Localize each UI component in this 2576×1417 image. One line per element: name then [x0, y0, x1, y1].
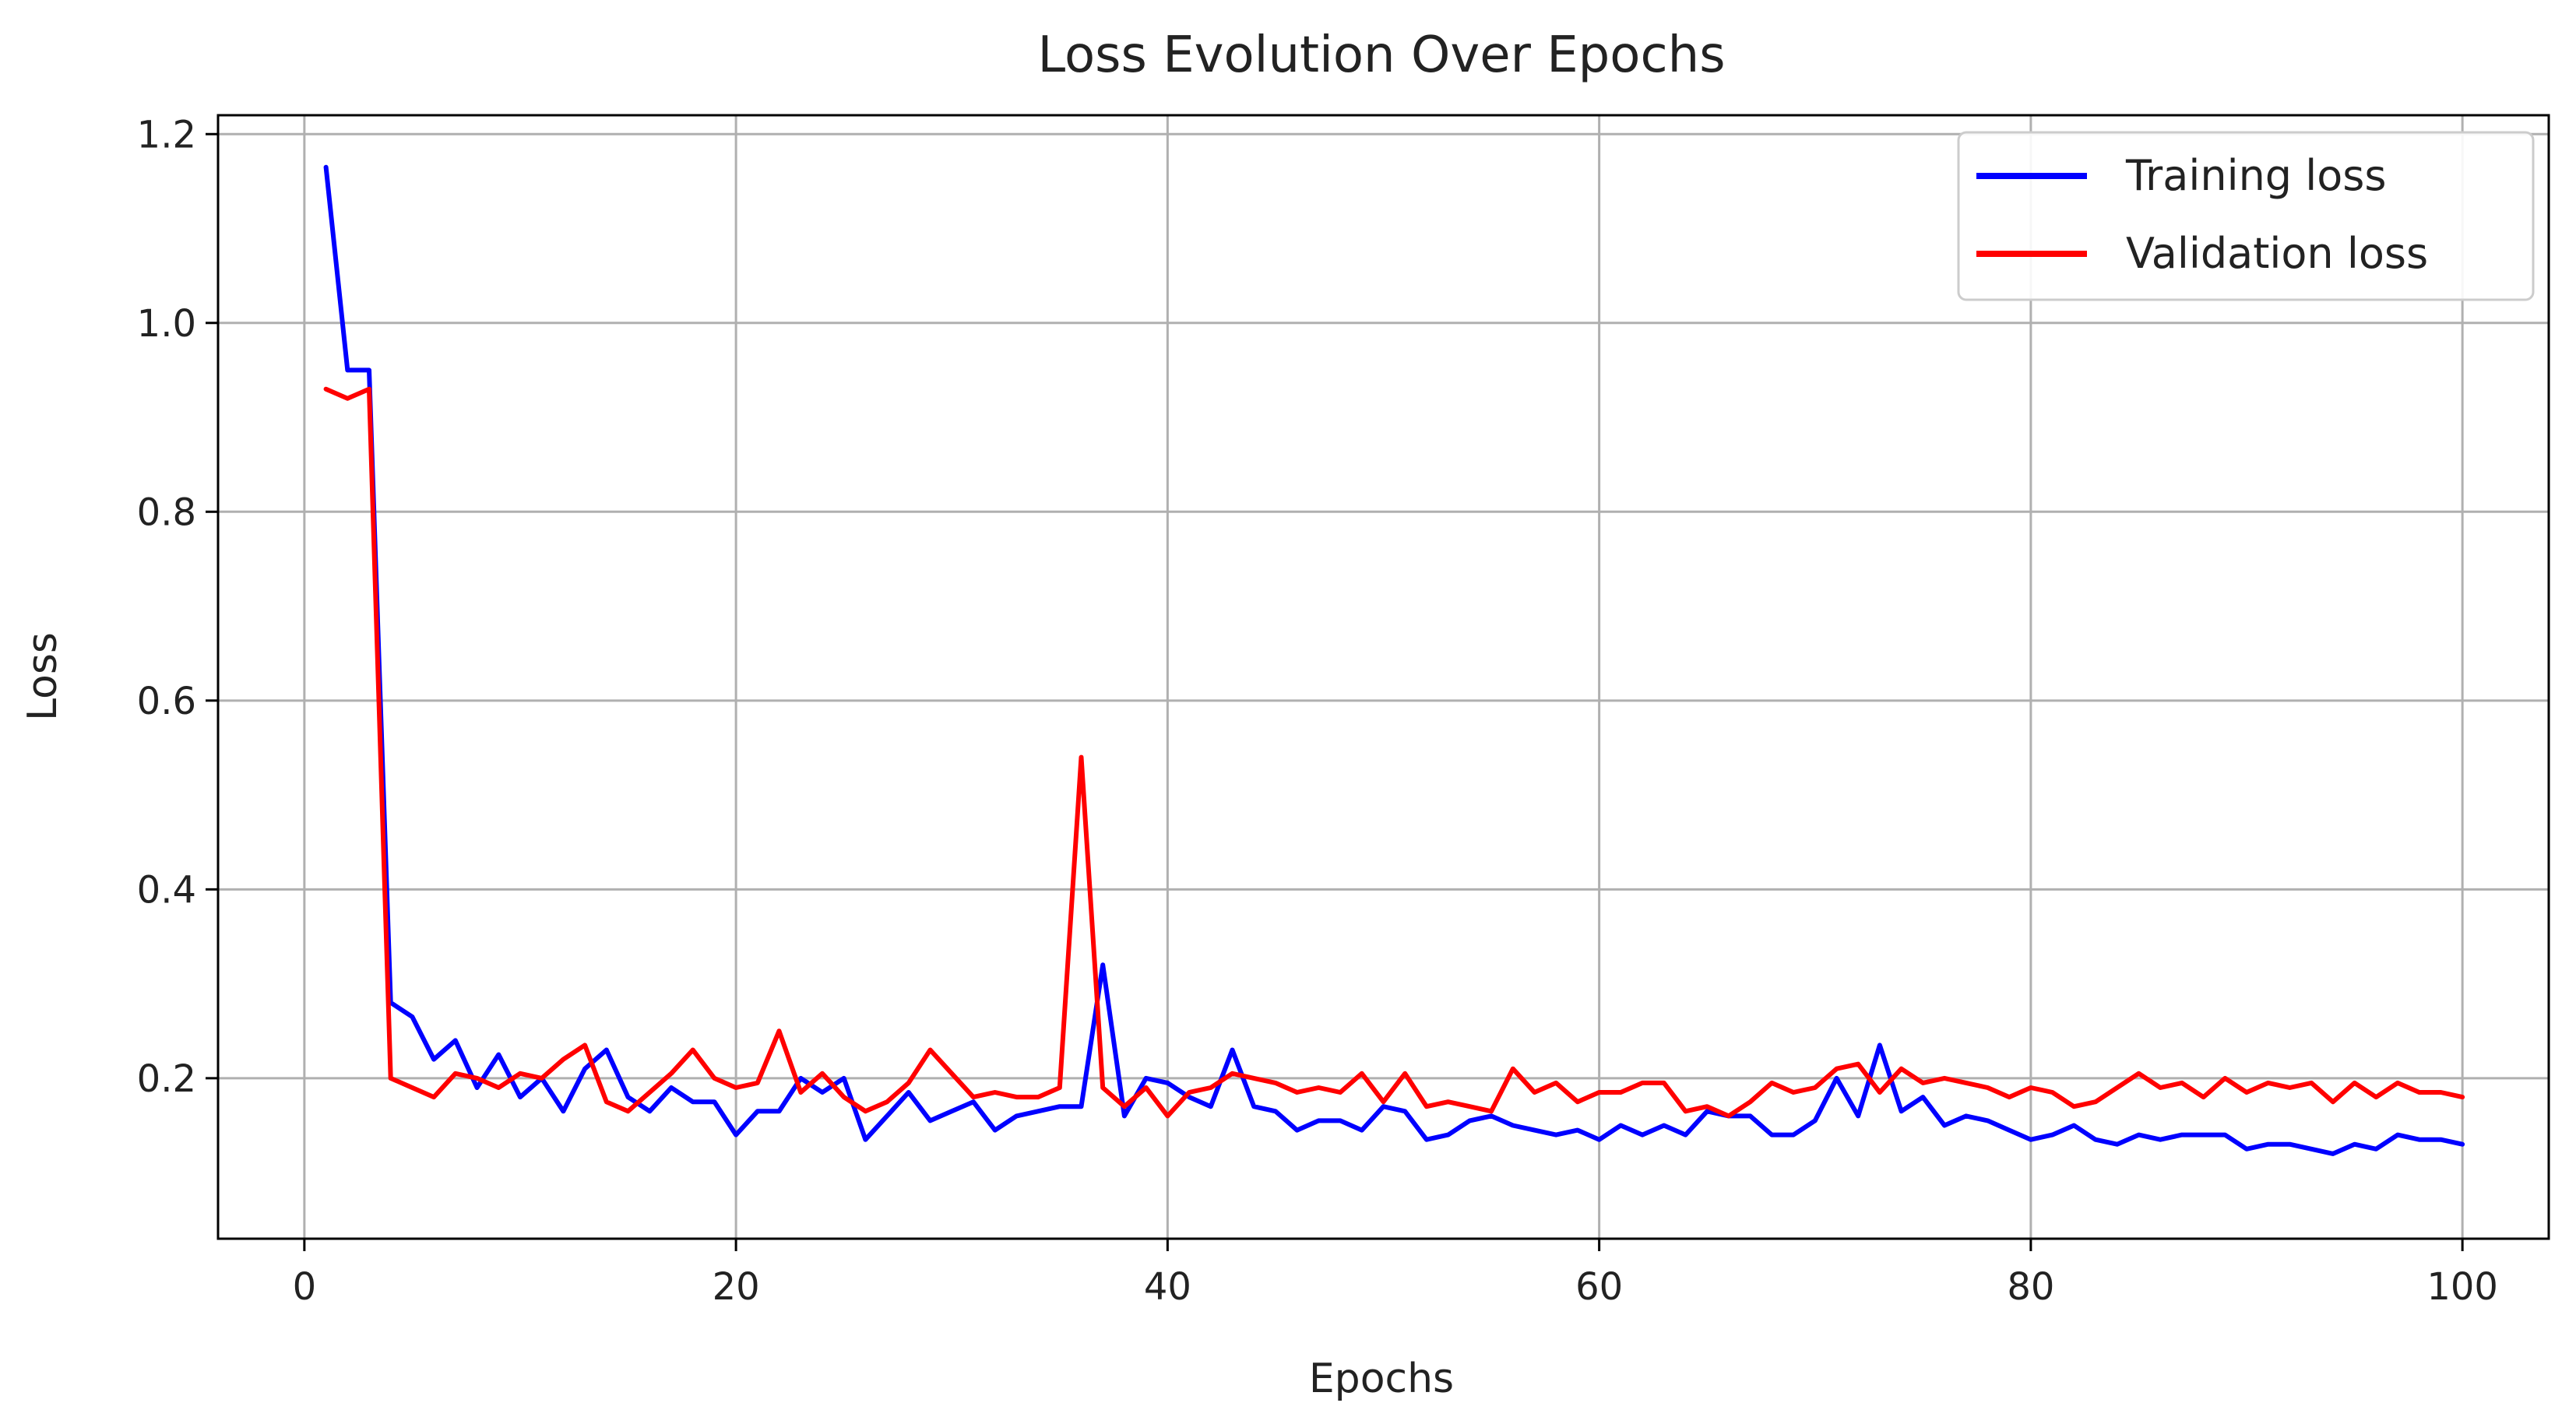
x-tick-label: 40 [1144, 1265, 1191, 1309]
legend-label-validation-loss: Validation loss [2126, 229, 2428, 278]
legend-label-training-loss: Training loss [2125, 151, 2387, 200]
y-tick-label: 1.2 [137, 113, 196, 156]
y-axis-label: Loss [19, 632, 66, 721]
chart-title: Loss Evolution Over Epochs [1037, 26, 1725, 84]
legend-box [1957, 131, 2535, 301]
y-tick-label: 0.4 [137, 868, 196, 912]
x-tick-label: 0 [293, 1265, 317, 1309]
plot-frame [216, 114, 2550, 1240]
x-tick-label: 20 [713, 1265, 760, 1309]
series-lines [323, 164, 2465, 1156]
x-axis-ticks: 0 20 40 60 80 100 [293, 1239, 2498, 1309]
x-tick-label: 100 [2426, 1265, 2498, 1309]
series-line-validation-loss [323, 386, 2465, 1119]
x-axis-label: Epochs [1309, 1355, 1454, 1402]
legend: Training loss Validation loss [1957, 131, 2535, 301]
y-tick-label: 0.2 [137, 1057, 196, 1101]
y-tick-label: 0.6 [137, 680, 196, 723]
x-tick-label: 80 [2007, 1265, 2054, 1309]
y-tick-label: 0.8 [137, 490, 196, 534]
series-line-training-loss [323, 164, 2465, 1156]
grid [218, 115, 2549, 1239]
x-tick-label: 60 [1575, 1265, 1623, 1309]
y-tick-label: 1.0 [137, 302, 196, 346]
y-axis-ticks: 0.2 0.4 0.6 0.8 1.0 1.2 [137, 113, 218, 1101]
